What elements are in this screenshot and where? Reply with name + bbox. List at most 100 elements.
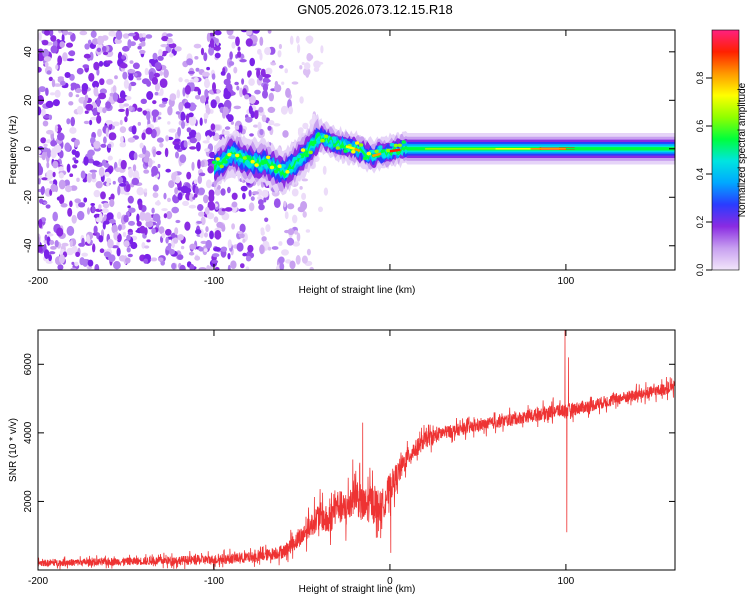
colorbar-ticks: 0.0 0.2 0.4 0.6 0.8 (695, 72, 712, 276)
noise-blob (227, 239, 232, 249)
noise-blob (318, 206, 323, 213)
noise-blob (134, 73, 138, 77)
spectrogram-frame (37, 29, 676, 271)
ridge-blob (327, 143, 333, 148)
noise-blob (273, 123, 281, 127)
noise-blob (200, 47, 205, 56)
noise-blob (175, 111, 181, 115)
noise-blob (301, 192, 307, 200)
noise-blob (245, 255, 252, 262)
noise-blob (307, 54, 314, 60)
noise-blob (210, 99, 217, 109)
noise-blob (142, 110, 148, 115)
noise-blob (274, 84, 282, 93)
noise-blob (195, 95, 201, 100)
ridge-blob (312, 140, 317, 145)
noise-blob (127, 32, 136, 37)
noise-blob (305, 229, 311, 233)
noise-blob (312, 113, 316, 120)
noise-blob (167, 105, 173, 116)
noise-blob (177, 126, 182, 137)
noise-blob (188, 251, 195, 256)
noise-blob (68, 91, 73, 98)
noise-blob (98, 167, 105, 177)
noise-blob (75, 251, 80, 257)
noise-blob (84, 110, 89, 114)
noise-blob (93, 140, 101, 149)
noise-blob (107, 238, 114, 249)
noise-blob (237, 46, 241, 52)
noise-blob (174, 138, 181, 142)
noise-blob (281, 81, 285, 85)
snr-y-axis: 2000 4000 6000 (23, 353, 675, 513)
noise-blob (91, 206, 96, 213)
noise-blob (101, 35, 109, 41)
noise-blob (82, 64, 90, 69)
noise-blob (125, 107, 129, 117)
noise-blob (127, 205, 131, 209)
noise-blob (43, 249, 50, 260)
noise-blob (245, 266, 250, 270)
noise-blob (267, 125, 272, 131)
noise-blob (90, 116, 98, 121)
noise-blob (227, 35, 236, 40)
y-tick-label: 0 (23, 146, 34, 152)
noise-blob (124, 192, 130, 196)
noise-blob (132, 164, 137, 172)
ridge-blob (393, 143, 399, 148)
noise-blob (122, 33, 130, 39)
colorbar-tick-label: 0.4 (695, 168, 705, 181)
ridge-blob (389, 142, 395, 147)
noise-blob (207, 165, 214, 174)
noise-blob (171, 206, 179, 214)
x-tick-label: -200 (28, 576, 48, 587)
noise-blob (242, 252, 247, 257)
noise-blob (224, 207, 233, 212)
noise-blob (221, 208, 226, 212)
noise-blob (271, 246, 279, 250)
noise-blob (152, 52, 158, 60)
noise-blob (123, 79, 129, 89)
noise-blob (239, 87, 244, 98)
noise-blob (146, 239, 151, 243)
noise-blob (92, 243, 96, 253)
y-tick-label: -40 (23, 238, 34, 253)
noise-blob (98, 235, 104, 243)
noise-blob (126, 247, 131, 253)
noise-blob (114, 75, 118, 80)
noise-blob (119, 90, 126, 100)
noise-blob (107, 143, 112, 148)
ridge-blob (339, 144, 344, 149)
noise-blob (116, 247, 121, 257)
noise-blob (122, 231, 127, 238)
noise-blob (102, 107, 107, 114)
noise-blob (106, 177, 112, 184)
noise-blob (137, 45, 142, 50)
noise-blob (52, 160, 59, 169)
noise-blob (112, 85, 117, 94)
noise-blob (297, 128, 301, 136)
ridge-blob (262, 160, 267, 165)
noise-blob (252, 30, 260, 34)
noise-blob (202, 140, 210, 144)
noise-blob (97, 128, 102, 138)
noise-blob (228, 61, 235, 66)
noise-blob (211, 73, 216, 80)
noise-blob (176, 187, 185, 191)
noise-blob (88, 72, 95, 82)
noise-blob (161, 208, 168, 212)
noise-blob (258, 203, 265, 211)
noise-blob (82, 258, 89, 267)
ridge-blob (258, 167, 263, 171)
noise-blob (120, 136, 124, 143)
noise-blob (100, 191, 106, 200)
noise-blob (234, 125, 240, 130)
ridge-blob (227, 152, 232, 157)
noise-blob (141, 132, 146, 140)
noise-blob (98, 60, 104, 67)
noise-blob (65, 185, 72, 193)
noise-blob (112, 121, 120, 127)
noise-blob (125, 96, 132, 101)
noise-blob (106, 182, 110, 187)
noise-blob (70, 32, 76, 42)
